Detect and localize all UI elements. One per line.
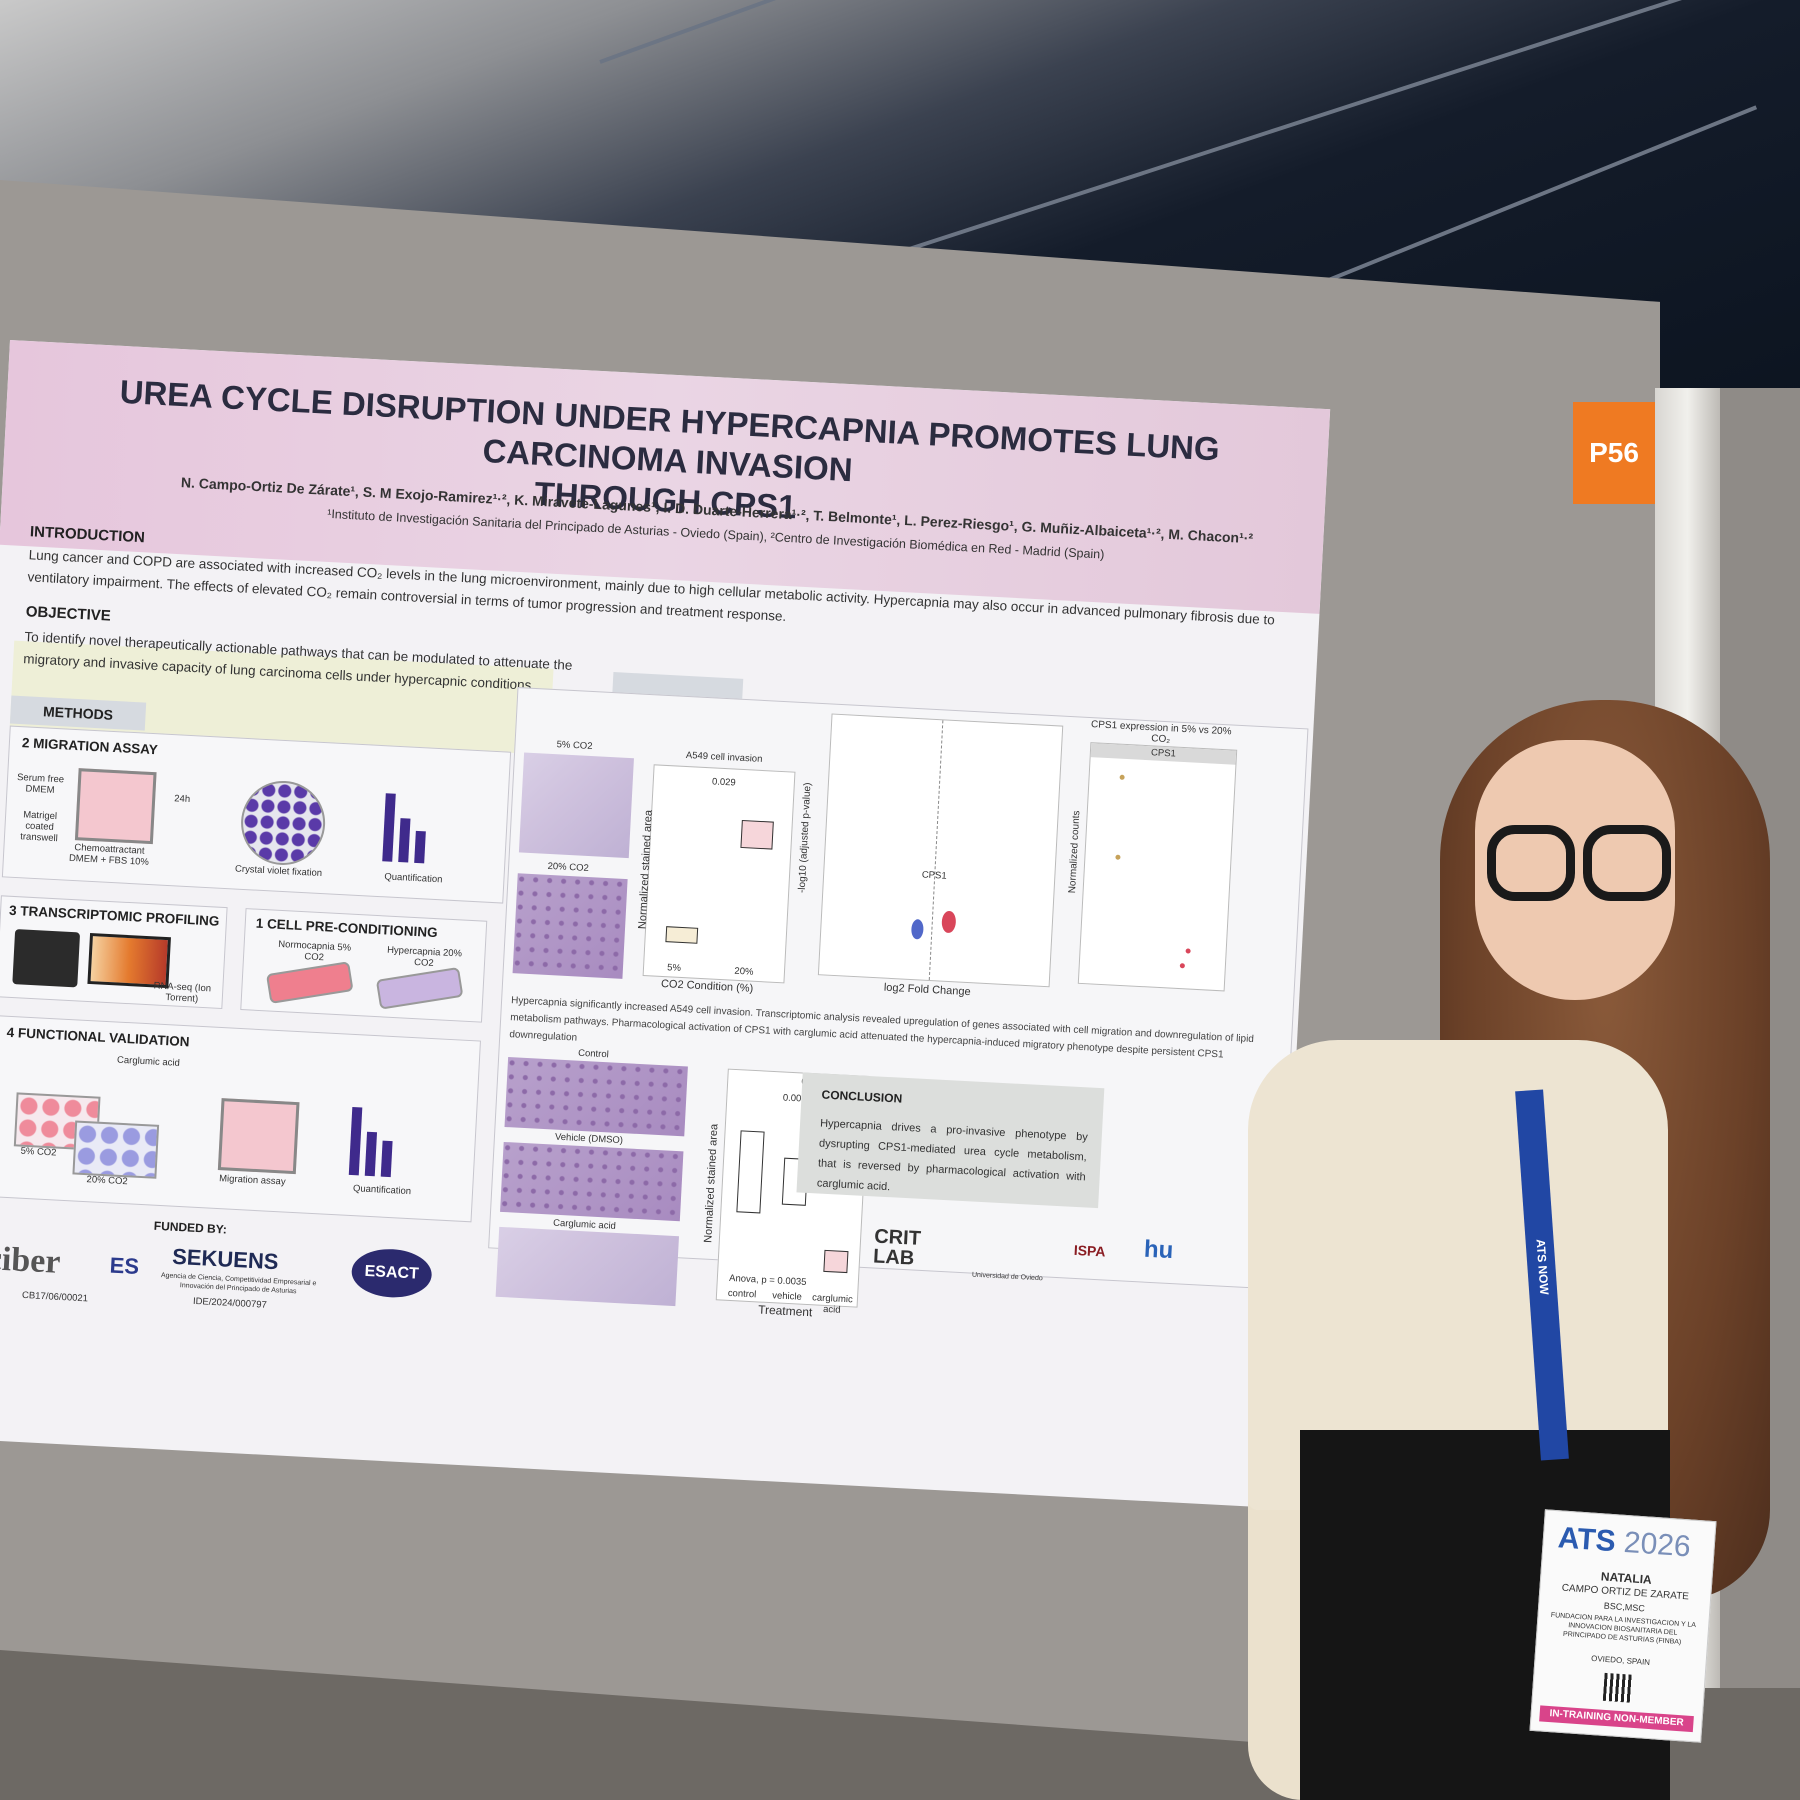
glasses-right-lens	[1583, 825, 1671, 901]
transcriptomic-box: 3 TRANSCRIPTOMIC PROFILING RNA-seq (Ion …	[0, 895, 228, 1010]
bar-chart-icon	[343, 1105, 417, 1179]
pval-label: 0.029	[711, 776, 736, 789]
hypercapnia-label: Hypercapnia 20% CO2	[386, 944, 463, 970]
micrograph-5co2	[518, 752, 634, 859]
glasses-left-lens	[1487, 825, 1575, 901]
functional-heading: 4 FUNCTIONAL VALIDATION	[6, 1024, 190, 1050]
ciber-es-logo: ES	[109, 1252, 140, 1280]
preconditioning-heading: 1 CELL PRE-CONDITIONING	[255, 915, 438, 941]
person-face	[1475, 740, 1675, 1000]
box-carglumic	[823, 1249, 849, 1274]
micrograph-carglumic	[495, 1226, 680, 1307]
x-tick-control: control	[727, 1287, 757, 1301]
chemoattractant-label: Chemoattractant DMEM + FBS 10%	[68, 842, 150, 868]
conclusion-heading: CONCLUSION	[821, 1087, 903, 1106]
booth-sign: P56	[1573, 402, 1655, 504]
quantification-label: Quantification	[352, 1183, 412, 1198]
hu-logo: hu	[1143, 1235, 1174, 1265]
objective-heading: OBJECTIVE	[25, 603, 112, 625]
micrograph-vehicle	[500, 1141, 684, 1222]
sekuens-logo: SEKUENS	[171, 1243, 280, 1275]
x-tick-5: 5%	[666, 962, 682, 974]
transcriptomic-heading: 3 TRANSCRIPTOMIC PROFILING	[8, 902, 220, 929]
micrograph-20co2	[512, 873, 628, 979]
bar-chart-icon	[374, 791, 458, 865]
migration-assay-box: 2 MIGRATION ASSAY Serum free DMEM Matrig…	[1, 725, 512, 904]
invasion-boxplot: 0.029 5% 20%	[642, 764, 796, 984]
box-5co2	[665, 926, 699, 944]
transwell-icon	[74, 768, 157, 845]
carglumic-label: Carglumic acid	[116, 1054, 181, 1069]
migration-heading: 2 MIGRATION ASSAY	[21, 735, 159, 758]
volcano-divider	[928, 720, 945, 981]
volcano-down-points	[910, 918, 924, 940]
plate-blue-icon	[72, 1120, 160, 1179]
badge-city: OVIEDO, SPAIN	[1590, 1653, 1651, 1667]
flask-red-icon	[265, 961, 354, 1004]
flask-purple-icon	[375, 966, 464, 1010]
cps1-point	[1119, 774, 1125, 780]
badge-member-type: IN-TRAINING NON-MEMBER	[1539, 1705, 1694, 1733]
box-20co2	[740, 819, 774, 850]
conclusion-box: CONCLUSION Hypercapnia drives a pro-inva…	[796, 1072, 1105, 1209]
ciber-code: CB17/06/00021	[21, 1289, 89, 1305]
funded-by-label: FUNDED BY:	[153, 1218, 228, 1237]
migration-assay-label: Migration assay	[218, 1173, 286, 1188]
conclusion-text: Hypercapnia drives a pro-invasive phenot…	[816, 1117, 1089, 1194]
lanyard-text: ATS NOW	[1533, 1238, 1552, 1296]
co2-5-label: 5% CO2	[20, 1145, 57, 1159]
preconditioning-box: 1 CELL PRE-CONDITIONING Normocapnia 5% C…	[240, 908, 488, 1023]
name-badge: ATS 2026 NATALIA CAMPO ORTIZ DE ZARATE B…	[1529, 1509, 1717, 1743]
badge-brand-name: ATS	[1556, 1521, 1617, 1559]
badge-brand: ATS 2026	[1557, 1521, 1692, 1564]
badge-qr-code	[1602, 1672, 1633, 1703]
sequencer-icon	[12, 929, 81, 988]
migration-assay-icon	[217, 1098, 300, 1175]
esact-logo: ESACT	[350, 1247, 433, 1300]
cps1-point	[1179, 963, 1185, 969]
crystal-violet-icon	[238, 778, 328, 868]
x-tick-20: 20%	[734, 965, 754, 978]
volcano-plot: CPS1	[817, 713, 1064, 988]
research-poster: UREA CYCLE DISRUPTION UNDER HYPERCAPNIA …	[0, 340, 1331, 1508]
ciber-logo: ciber	[0, 1240, 62, 1281]
x-tick-vehicle: vehicle	[771, 1290, 803, 1303]
cps1-point	[1185, 948, 1191, 954]
critlab-logo: CRIT LAB	[872, 1225, 922, 1270]
badge-year: 2026	[1622, 1525, 1692, 1564]
sekuens-subtitle: Agencia de Ciencia, Competitividad Empre…	[160, 1272, 317, 1296]
quantification-label: Quantification	[384, 871, 443, 886]
serum-free-label: Serum free DMEM	[16, 771, 65, 796]
volcano-up-points	[941, 910, 957, 934]
functional-validation-box: 4 FUNCTIONAL VALIDATION Carglumic acid 5…	[0, 1015, 481, 1223]
time-label: 24h	[173, 793, 191, 806]
micrograph-control	[504, 1057, 688, 1137]
crystal-violet-label: Crystal violet fixation	[234, 863, 323, 880]
box-control	[736, 1130, 765, 1214]
sekuens-code: IDE/2024/000797	[192, 1295, 268, 1311]
cps1-point-label: CPS1	[921, 869, 947, 882]
cps1-expression-plot: CPS1	[1077, 742, 1238, 992]
ispa-logo: ISPA	[1073, 1241, 1106, 1260]
co2-20-label: 20% CO2	[86, 1174, 128, 1188]
cps1-point	[1115, 854, 1121, 860]
rnaseq-label: RNA-seq (Ion Torrent)	[153, 980, 212, 1005]
anova-label: Anova, p = 0.0035	[728, 1272, 807, 1288]
matrigel-label: Matrigel coated transwell	[19, 809, 59, 845]
normocapnia-label: Normocapnia 5% CO2	[278, 938, 352, 964]
